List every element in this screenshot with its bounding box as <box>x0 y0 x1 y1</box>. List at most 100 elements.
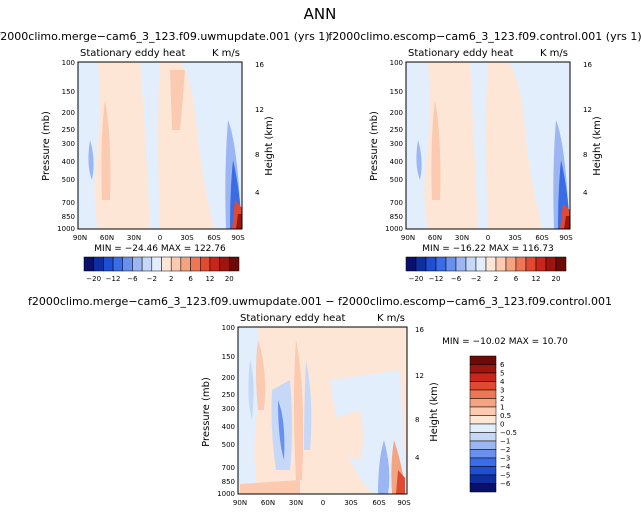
min-max-stats: MIN = −24.46 MAX = 122.76 <box>94 244 226 254</box>
colorbar-swatch <box>469 449 497 459</box>
y-tick-label: 300 <box>390 140 403 148</box>
y-tick-label: 100 <box>222 324 235 332</box>
colorbar-swatch <box>525 256 537 272</box>
height-tick-label: 4 <box>255 189 260 197</box>
x-tick-label: 30N <box>289 499 303 507</box>
min-max-stats: MIN = −16.22 MAX = 116.73 <box>422 244 553 254</box>
colorbar-label: −2 <box>471 275 481 283</box>
y-tick-label: 500 <box>390 176 403 184</box>
y-tick-label: 300 <box>222 405 235 413</box>
contour-field <box>238 327 407 494</box>
colorbar-label: 2 <box>500 395 504 403</box>
height-tick-label: 8 <box>415 416 419 424</box>
y-tick-label: 700 <box>390 199 403 207</box>
colorbar-label: 6 <box>188 275 193 283</box>
x-axis: 90N 60N 30N 0 30S 60S 90S <box>73 234 245 242</box>
units-label: K m/s <box>540 48 568 59</box>
y-tick-label: 200 <box>222 374 235 382</box>
x-axis: 90N 60N 30N 0 30S 60S 90S <box>401 234 573 242</box>
colorbar-label: −4 <box>500 463 511 471</box>
x-tick-label: 30S <box>180 234 194 242</box>
plot-frame <box>77 61 243 230</box>
x-tick-label: 30S <box>508 234 522 242</box>
y-tick-label: 250 <box>390 126 403 134</box>
colorbar-top-right: −20 −12 −6 −2 2 6 12 20 <box>405 256 567 283</box>
x-tick-label: 60S <box>372 499 386 507</box>
colorbar-swatch <box>151 256 162 272</box>
y-tick-label: 300 <box>62 140 75 148</box>
height-tick-label: 4 <box>583 189 588 197</box>
y-tick-label: 200 <box>390 109 403 117</box>
colorbar-swatch <box>445 256 457 272</box>
x-tick-label: 90N <box>401 234 415 242</box>
colorbar-swatch <box>103 256 114 272</box>
panel-uwmupdate: f2000climo.merge−cam6_3_123.f09.uwmupdat… <box>0 30 330 254</box>
colorbar-swatch <box>425 256 437 272</box>
colorbar-label: 4 <box>500 378 505 386</box>
height-axis-label: Height (km) <box>429 382 440 442</box>
panel-control: f2000climo.escomp−cam6_3_123.f09.control… <box>328 30 641 254</box>
colorbar-swatch <box>415 256 427 272</box>
right-axis: 4 8 12 16 Height (km) <box>583 61 603 197</box>
units-label: K m/s <box>212 48 240 59</box>
colorbar-swatch <box>505 256 517 272</box>
colorbar-swatch <box>545 256 557 272</box>
colorbar-swatch <box>555 256 567 272</box>
colorbar-label: 3 <box>500 387 504 395</box>
colorbar-swatch <box>122 256 133 272</box>
plot-frame <box>237 326 408 495</box>
colorbar-label: 5 <box>500 370 504 378</box>
y-axis-label: Pressure (mb) <box>369 111 380 181</box>
y-axis-label: Pressure (mb) <box>41 111 52 181</box>
height-tick-label: 16 <box>583 61 592 69</box>
field-name: Stationary eddy heat <box>408 48 513 59</box>
colorbar-swatch <box>469 423 497 433</box>
right-axis: 4 8 12 16 Height (km) <box>415 326 440 462</box>
y-tick-label: 850 <box>62 213 75 221</box>
y-tick-label: 500 <box>62 176 75 184</box>
height-tick-label: 12 <box>415 372 424 380</box>
colorbar-swatch <box>455 256 467 272</box>
y-axis: 100 150 200 250 300 400 500 700 850 1000… <box>41 59 75 233</box>
colorbar-label: −1 <box>500 438 510 446</box>
colorbar-label: −2 <box>147 275 157 283</box>
y-tick-label: 150 <box>390 88 403 96</box>
contour-field <box>406 62 570 229</box>
x-tick-label: 60N <box>261 499 275 507</box>
height-axis-label: Height (km) <box>264 116 275 176</box>
panel-title: f2000climo.escomp−cam6_3_123.f09.control… <box>328 30 641 43</box>
y-tick-label: 1000 <box>57 225 75 233</box>
colorbar-swatch <box>83 256 94 272</box>
colorbar-swatch <box>485 256 497 272</box>
colorbar-label: 12 <box>205 275 214 283</box>
colorbar-label: 0 <box>500 421 504 429</box>
colorbar-swatch <box>469 381 497 391</box>
y-tick-label: 150 <box>62 88 75 96</box>
y-tick-label: 400 <box>222 423 235 431</box>
colorbar-swatch <box>219 256 230 272</box>
x-tick-label: 60S <box>207 234 221 242</box>
colorbar-label: −12 <box>106 275 121 283</box>
colorbar-swatch <box>469 415 497 425</box>
y-tick-label: 200 <box>62 109 75 117</box>
colorbar-swatch <box>435 256 447 272</box>
colorbar-label: 12 <box>532 275 541 283</box>
colorbar-swatch <box>535 256 547 272</box>
panel-difference: f2000climo.merge−cam6_3_123.f09.uwmupdat… <box>28 295 612 507</box>
y-tick-label: 250 <box>222 391 235 399</box>
x-tick-label: 30S <box>344 499 358 507</box>
panel-title: f2000climo.merge−cam6_3_123.f09.uwmupdat… <box>0 30 330 43</box>
colorbar-label: −6 <box>127 275 138 283</box>
colorbar-top-left: −20 −12 −6 −2 2 6 12 20 <box>83 256 240 283</box>
page-title: ANN <box>304 5 337 23</box>
x-tick-label: 0 <box>158 234 162 242</box>
plot-frame <box>405 61 571 230</box>
y-tick-label: 850 <box>222 478 235 486</box>
y-tick-label: 850 <box>390 213 403 221</box>
y-tick-label: 1000 <box>385 225 403 233</box>
min-max-stats: MIN = −10.02 MAX = 10.70 <box>442 337 568 347</box>
colorbar-label: −5 <box>500 472 510 480</box>
colorbar-swatch <box>132 256 143 272</box>
right-axis: 4 8 12 16 Height (km) <box>255 61 275 197</box>
